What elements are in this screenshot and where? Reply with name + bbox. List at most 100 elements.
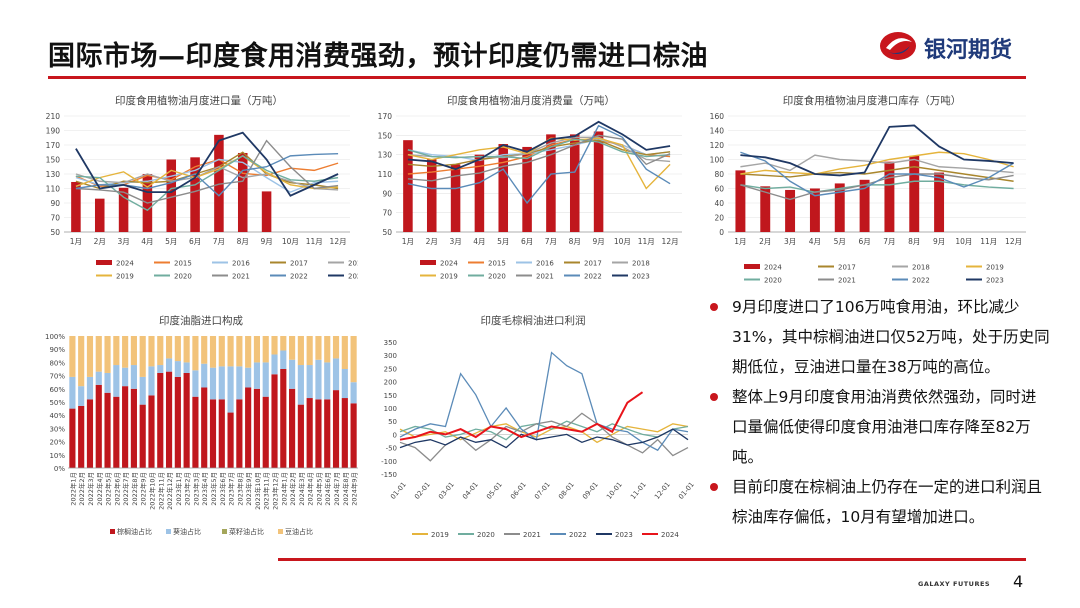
y-tick-label: 130 [378, 151, 393, 160]
bar-棕榈油占比 [315, 399, 322, 468]
bar-棕榈油占比 [104, 392, 111, 468]
legend-label: 菜籽油占比 [229, 527, 264, 536]
legend-label: 2020 [764, 277, 782, 285]
bar-豆油占比 [324, 336, 331, 363]
bar-豆油占比 [183, 336, 190, 363]
x-tick-label: 6月 [189, 237, 201, 246]
y-tick-label: 110 [378, 170, 393, 179]
bar-豆油占比 [192, 336, 199, 371]
x-tick-label: 10月 [282, 237, 299, 246]
x-tick-label: 2月 [426, 237, 438, 246]
x-tick-label: 9月 [592, 237, 604, 246]
x-tick-label: 2023年3月 [191, 472, 200, 506]
bar-棕榈油占比 [262, 396, 269, 468]
legend-label: 2019 [431, 531, 449, 539]
bar-葵油占比 [245, 367, 252, 388]
legend-label: 2019 [116, 273, 134, 281]
x-tick-label: 4月 [809, 237, 821, 246]
chart-title: 印度食用植物油月度消费量（万吨） [447, 94, 615, 107]
y-tick-label: 140 [710, 127, 725, 136]
y-tick-label: 10% [49, 452, 65, 460]
series-line-2021 [399, 412, 689, 462]
bar-豆油占比 [130, 336, 137, 366]
commentary: 9月印度进口了106万吨食用油，环比减少31%，其中棕榈油进口仅52万吨，处于历… [704, 292, 1050, 532]
bar-2024 [94, 198, 105, 232]
x-tick-label: 2024年1月 [279, 472, 288, 506]
bar-葵油占比 [315, 359, 322, 400]
legend-label: 2024 [764, 264, 782, 272]
x-tick-label: 07-01 [533, 481, 552, 501]
x-tick-label: 2023年1月 [174, 472, 183, 506]
x-tick-label: 06-01 [509, 481, 528, 501]
y-tick-label: 210 [46, 112, 61, 121]
bar-棕榈油占比 [174, 376, 181, 468]
y-tick-label: 100% [45, 333, 65, 341]
x-tick-label: 5月 [497, 237, 509, 246]
bar-葵油占比 [350, 382, 357, 404]
legend-label: 2023 [348, 273, 358, 281]
bar-豆油占比 [341, 336, 348, 369]
bar-葵油占比 [174, 361, 181, 377]
x-tick-label: 3月 [449, 237, 461, 246]
x-tick-label: 10月 [614, 237, 631, 246]
x-tick-label: 2022年8月 [130, 472, 139, 506]
y-tick-label: 300 [384, 352, 397, 360]
y-tick-label: -100 [381, 458, 397, 466]
bar-棕榈油占比 [297, 404, 304, 468]
legend-label: 2023 [986, 277, 1004, 285]
x-tick-label: 4月 [141, 237, 153, 246]
series-line-2023 [740, 124, 1014, 177]
footer-divider [278, 558, 1026, 561]
y-tick-label: 60 [714, 185, 724, 194]
bar-葵油占比 [271, 354, 278, 375]
bar-棕榈油占比 [201, 387, 208, 468]
y-tick-label: 50 [382, 228, 392, 237]
x-tick-label: 5月 [165, 237, 177, 246]
bar-豆油占比 [69, 336, 76, 377]
x-tick-label: 8月 [569, 237, 581, 246]
x-tick-label: 1月 [70, 237, 82, 246]
y-tick-label: -150 [381, 471, 397, 479]
bar-2024 [785, 189, 796, 232]
x-tick-label: 2024年2月 [288, 472, 297, 506]
bar-豆油占比 [104, 336, 111, 373]
legend-label: 豆油占比 [285, 527, 313, 536]
bar-葵油占比 [69, 376, 76, 409]
bar-棕榈油占比 [350, 403, 357, 468]
chart-import-profit: 印度毛棕榈油进口利润 -150 -100 -50 0 50 100 150 200 250 300 3… [372, 308, 694, 546]
page-title: 国际市场—印度食用消费强劲，预计印度仍需进口棕油 [48, 41, 708, 72]
legend-swatch [166, 529, 171, 534]
brand-name: 银河期货 [924, 38, 1013, 63]
x-tick-label: 2023年6月 [218, 472, 227, 506]
x-tick-label: 12-01 [653, 481, 672, 501]
bar-2024 [237, 152, 248, 232]
bar-棕榈油占比 [341, 398, 348, 468]
x-tick-label: 09-01 [581, 481, 600, 501]
bullet-dot-icon [710, 483, 718, 491]
bar-葵油占比 [332, 358, 340, 391]
bar-棕榈油占比 [192, 396, 199, 468]
x-tick-label: 4月 [473, 237, 485, 246]
commentary-item: 目前印度在棕榈油上仍存在一定的进口利润且棕油库存偏低，10月有望增加进口。 [704, 472, 1050, 532]
legend-label: 2021 [523, 531, 541, 539]
bar-2024 [909, 155, 920, 232]
bullet-dot-icon [710, 303, 718, 311]
y-tick-label: 70 [50, 214, 60, 223]
bar-2024 [71, 181, 81, 232]
legend-label: 2021 [536, 273, 554, 281]
x-tick-label: 2023年12月 [271, 472, 280, 510]
x-tick-label: 8月 [908, 237, 920, 246]
series-line-2022 [740, 151, 1014, 197]
x-tick-label: 11月 [638, 237, 655, 246]
legend-label: 2016 [536, 260, 554, 268]
bar-棕榈油占比 [236, 399, 243, 468]
chart-canvas: 印度毛棕榈油进口利润 -150 -100 -50 0 50 100 150 200 250 300 3… [381, 314, 694, 539]
bar-豆油占比 [350, 336, 357, 383]
x-tick-label: 2024年6月 [323, 472, 332, 506]
series-line-2020 [740, 180, 1014, 193]
x-tick-label: 2022年2月 [77, 472, 86, 506]
x-tick-label: 05-01 [485, 481, 504, 501]
x-tick-label: 2022年1月 [68, 472, 77, 506]
legend-label: 2019 [986, 264, 1004, 272]
chart-import-composition: 印度油脂进口构成 0% 10% 20% 30% 40% 50% 60% 70% 80% 90% 100… [40, 308, 362, 546]
